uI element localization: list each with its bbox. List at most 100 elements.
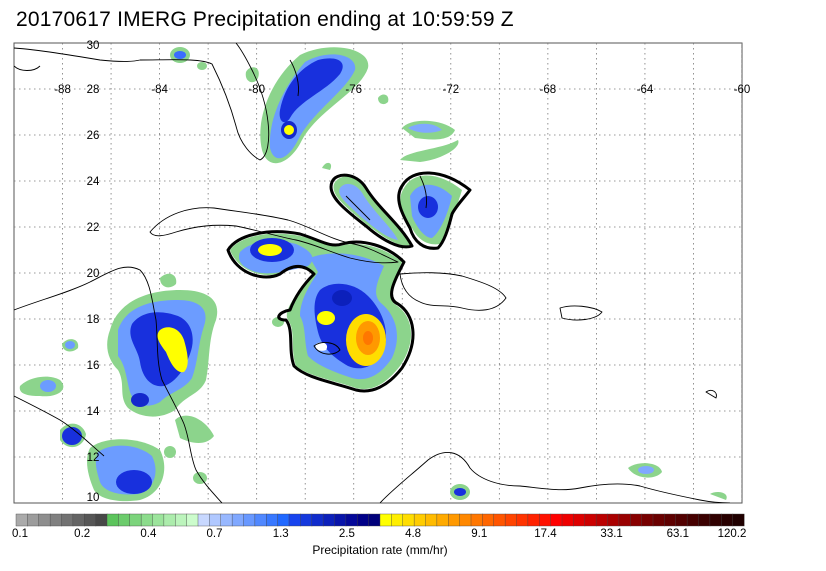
colorbar-swatch — [402, 513, 415, 527]
colorbar-swatch — [38, 513, 51, 527]
colorbar-swatch — [197, 513, 210, 527]
latitude-label: 14 — [87, 406, 100, 418]
latitude-label: 12 — [87, 452, 100, 464]
colorbar-swatch — [698, 513, 711, 527]
map-title: 20170617 IMERG Precipitation ending at 1… — [16, 8, 514, 31]
colorbar-swatch — [15, 513, 28, 527]
colorbar-swatch — [186, 513, 199, 527]
coastlines — [14, 43, 731, 503]
colorbar-swatch — [152, 513, 165, 527]
colorbar-swatch — [27, 513, 40, 527]
colorbar-swatch — [254, 513, 267, 527]
colorbar-swatch — [493, 513, 506, 527]
colorbar-swatch — [686, 513, 700, 527]
latitude-label: 22 — [87, 222, 100, 234]
latitude-label: 24 — [87, 176, 100, 188]
colorbar-swatch — [277, 513, 290, 527]
colorbar-swatch — [459, 513, 472, 527]
colorbar-swatch — [84, 513, 97, 527]
warning-contours — [226, 171, 472, 393]
colorbar-swatch — [106, 513, 119, 527]
colorbar-swatch — [527, 513, 540, 527]
colorbar-swatch — [595, 513, 609, 527]
colorbar-swatch — [516, 513, 529, 527]
colorbar-swatch — [243, 513, 256, 527]
longitude-label: -88 — [54, 84, 71, 96]
colorbar-label: 4.8 — [405, 528, 422, 540]
colorbar-label: 9.1 — [471, 528, 488, 540]
colorbar-label: 17.4 — [534, 528, 557, 540]
longitude-label: -60 — [734, 84, 751, 96]
latitude-label: 28 — [87, 84, 100, 96]
colorbar-swatch — [732, 513, 745, 527]
colorbar-swatch — [448, 513, 461, 527]
colorbar-swatch — [641, 513, 654, 527]
colorbar-swatch — [175, 513, 188, 527]
colorbar-swatch — [482, 513, 495, 527]
colorbar-swatch — [584, 513, 597, 527]
longitude-label: -80 — [248, 84, 265, 96]
colorbar-label: 0.2 — [74, 528, 91, 540]
longitude-label: -68 — [540, 84, 557, 96]
latitude-labels: 30 28 26 24 22 20 18 16 14 12 10 — [87, 40, 100, 504]
colorbar-swatch — [72, 513, 85, 527]
colorbar-swatch — [675, 513, 688, 527]
longitude-label: -72 — [442, 84, 459, 96]
colorbar-swatch — [504, 513, 518, 527]
latitude-label: 30 — [87, 40, 100, 52]
latitude-label: 10 — [87, 492, 100, 504]
colorbar-swatch — [630, 513, 643, 527]
longitude-label: -76 — [345, 84, 362, 96]
colorbar-label: 63.1 — [666, 528, 690, 540]
colorbar-swatch — [95, 513, 108, 527]
colorbar-swatch — [379, 513, 392, 527]
colorbar-swatch — [368, 513, 381, 527]
colorbar-swatch — [607, 513, 620, 527]
latitude-label: 16 — [87, 360, 100, 372]
precipitation-field — [19, 47, 727, 502]
longitude-labels: -88 -84 -80 -76 -72 -68 -64 -60 — [54, 84, 750, 96]
colorbar-swatch — [470, 513, 483, 527]
colorbar-swatch — [357, 513, 370, 527]
colorbar-swatch — [266, 513, 279, 527]
colorbar-title: Precipitation rate (mm/hr) — [312, 543, 448, 557]
colorbar-swatch — [561, 513, 574, 527]
colorbar-swatch — [721, 513, 734, 527]
colorbar-swatch — [652, 513, 665, 527]
colorbar-swatch — [322, 513, 336, 527]
colorbar-label: 0.4 — [140, 528, 157, 540]
colorbar-swatch — [61, 513, 74, 527]
colorbar-label: 1.3 — [272, 528, 289, 540]
colorbar-label: 33.1 — [600, 528, 623, 540]
colorbar-swatch — [288, 513, 301, 527]
colorbar-swatch — [311, 513, 324, 527]
colorbar-swatch — [345, 513, 358, 527]
colorbar-swatch — [140, 513, 154, 527]
colorbar-swatch — [425, 513, 438, 527]
colorbar-label: 0.1 — [12, 528, 28, 540]
colorbar-swatch — [49, 513, 63, 527]
colorbar-swatch — [129, 513, 142, 527]
colorbar-swatch — [550, 513, 563, 527]
colorbar-swatch — [664, 513, 677, 527]
latitude-label: 26 — [87, 130, 100, 142]
colorbar-swatch — [391, 513, 404, 527]
colorbar-swatch — [573, 513, 586, 527]
colorbar-swatch — [220, 513, 233, 527]
colorbar-swatch — [618, 513, 631, 527]
colorbar-label: 2.5 — [338, 528, 355, 540]
colorbar-swatch — [539, 513, 552, 527]
colorbar-swatch — [300, 513, 313, 527]
colorbar-swatch — [163, 513, 176, 527]
colorbar-label: 0.7 — [206, 528, 223, 540]
colorbar-swatch — [413, 513, 427, 527]
colorbar-swatch — [231, 513, 245, 527]
colorbar-swatch — [709, 513, 722, 527]
colorbar-swatch — [118, 513, 131, 527]
colorbar-swatch — [436, 513, 449, 527]
latitude-label: 18 — [87, 314, 100, 326]
colorbar — [15, 513, 745, 527]
longitude-label: -84 — [151, 84, 168, 96]
colorbar-swatch — [334, 513, 347, 527]
